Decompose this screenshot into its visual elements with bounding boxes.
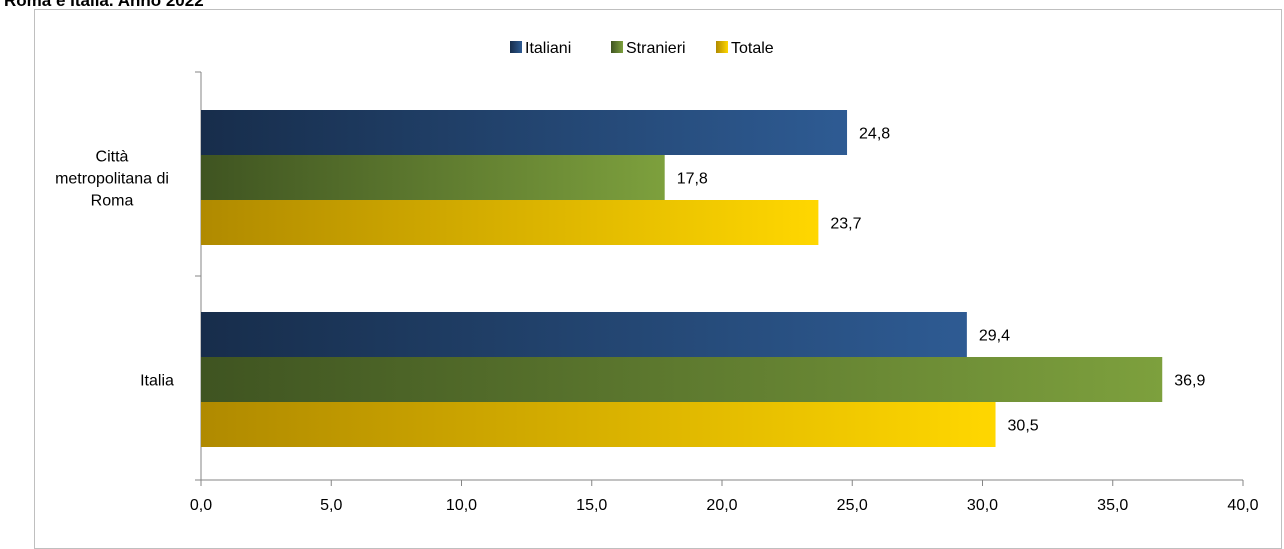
bar-totale-2 [201, 402, 996, 447]
category-label: Città metropolitana di Roma [55, 149, 169, 210]
data-label: 23,7 [830, 216, 861, 233]
chart-title: Roma e Italia. Anno 2022 [4, 0, 204, 10]
legend-label-stranieri: Stranieri [626, 40, 686, 57]
legend-label-totale: Totale [731, 40, 774, 57]
x-tick-label: 20,0 [706, 497, 737, 514]
bar-stranieri-2 [201, 357, 1163, 402]
x-tick-label: 0,0 [190, 497, 212, 514]
data-label: 29,4 [979, 328, 1010, 345]
category-label: Italia [140, 373, 174, 390]
axes: 0,0 5,0 10,0 15,0 20,0 25,0 30,0 35,0 40,0 Città m… [55, 71, 1259, 514]
legend-label-italiani: Italiani [525, 40, 571, 57]
data-label: 36,9 [1174, 373, 1205, 390]
legend-swatch-italiani [510, 41, 522, 53]
bar-totale-1 [201, 200, 819, 245]
bar-chart: Italiani Stranieri Totale 0,0 5,0 10,0 15,0 20… [55, 40, 1259, 514]
bar-italiani-2 [201, 312, 967, 357]
legend-swatch-stranieri [611, 41, 623, 53]
x-tick-label: 30,0 [967, 497, 998, 514]
x-tick-label: 40,0 [1227, 497, 1258, 514]
x-tick-label: 25,0 [837, 497, 868, 514]
chart-frame [34, 9, 1282, 549]
data-label: 17,8 [677, 171, 708, 188]
bar-stranieri-1 [201, 155, 665, 200]
legend: Italiani Stranieri Totale [510, 40, 774, 57]
bars: 24,8 17,8 23,7 29,4 36,9 30,5 [201, 110, 1205, 447]
legend-swatch-totale [716, 41, 728, 53]
x-tick-label: 35,0 [1097, 497, 1128, 514]
x-tick-label: 15,0 [576, 497, 607, 514]
bar-italiani-1 [201, 110, 848, 155]
x-tick-label: 10,0 [446, 497, 477, 514]
data-label: 30,5 [1008, 418, 1039, 435]
x-tick-label: 5,0 [320, 497, 342, 514]
data-label: 24,8 [859, 126, 890, 143]
